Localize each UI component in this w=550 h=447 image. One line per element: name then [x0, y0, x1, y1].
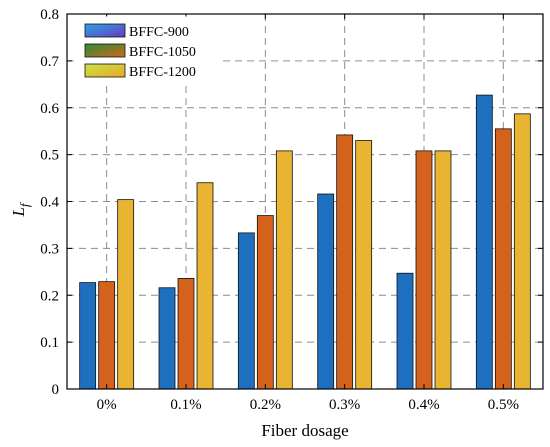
bar-bffc-900-0.1% [158, 287, 176, 390]
bars [79, 94, 531, 390]
bar-bffc-900-0.5% [475, 94, 493, 390]
bar-bffc-900-0.4% [396, 272, 414, 390]
y-tick-label: 0.3 [40, 241, 59, 257]
bar-bffc-1050-0.2% [256, 215, 274, 390]
y-tick-label: 0.1 [40, 335, 59, 351]
bar-bffc-1200-0% [117, 199, 135, 390]
bar-bffc-900-0.2% [237, 232, 255, 390]
bar-bffc-1050-0% [98, 281, 116, 390]
bar-bffc-1200-0.3% [355, 140, 373, 390]
x-tick-label: 0.5% [488, 397, 519, 413]
y-tick-label: 0 [52, 382, 60, 398]
y-tick-label: 0.2 [40, 288, 59, 304]
bar-bffc-900-0% [79, 282, 97, 390]
y-tick-label: 0.4 [40, 195, 59, 211]
legend-swatch-bffc-1050 [84, 43, 126, 58]
bar-bffc-1050-0.4% [415, 150, 433, 390]
legend: BFFC-900 BFFC-1050 BFFC-1200 [78, 16, 222, 86]
y-axis-title-main: L [9, 207, 28, 217]
bar-bffc-1050-0.5% [494, 128, 512, 390]
ticks: 0 0.1 0.2 0.3 0.4 0.5 0.6 0.7 0.8 0% 0.1% 0.2% 0.3% 0… [40, 7, 543, 413]
bar-bffc-1200-0.5% [513, 113, 531, 390]
bar-bffc-1200-0.2% [275, 150, 293, 390]
x-tick-label: 0.4% [408, 397, 439, 413]
legend-swatch-bffc-900 [84, 23, 126, 38]
legend-label-bffc-900: BFFC-900 [129, 25, 189, 40]
x-axis-title: Fiber dosage [261, 421, 348, 440]
bar-bffc-1200-0.4% [434, 150, 452, 390]
x-tick-label: 0.3% [329, 397, 360, 413]
bar-bffc-1050-0.3% [336, 134, 354, 390]
bar-bffc-1050-0.1% [177, 277, 195, 390]
y-tick-label: 0.7 [40, 54, 59, 70]
x-tick-label: 0.2% [250, 397, 281, 413]
legend-label-bffc-1200: BFFC-1200 [129, 65, 196, 80]
x-tick-label: 0.1% [170, 397, 201, 413]
y-axis-title: Lf [9, 201, 32, 217]
y-axis-title-subscript: f [17, 201, 32, 207]
y-tick-label: 0.8 [40, 7, 59, 23]
x-tick-label: 0% [97, 397, 117, 413]
legend-swatch-bffc-1200 [84, 63, 126, 78]
y-tick-label: 0.6 [40, 101, 59, 117]
bar-bffc-900-0.3% [317, 193, 335, 390]
bar-bffc-1200-0.1% [196, 182, 214, 390]
legend-label-bffc-1050: BFFC-1050 [129, 45, 196, 60]
y-tick-label: 0.5 [40, 148, 59, 164]
